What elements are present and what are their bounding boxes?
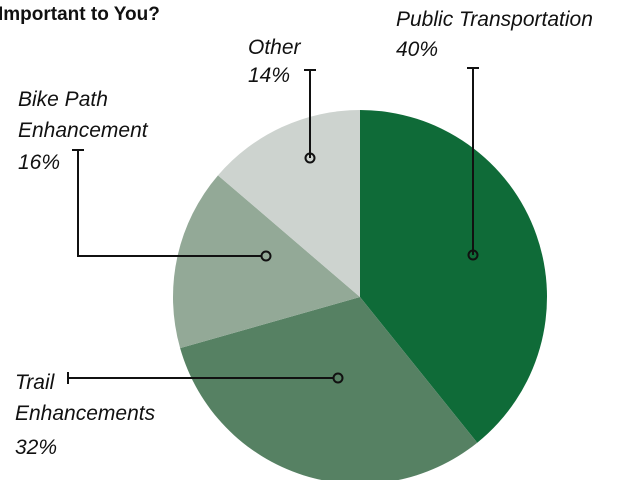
leader-dot: [332, 372, 344, 384]
pie-slice: [173, 175, 360, 349]
leader-line: [72, 149, 262, 257]
slice-value-label: 40%: [396, 38, 439, 61]
pie-slice: [360, 110, 547, 443]
slice-value-label: 16%: [18, 151, 61, 174]
leader-dot: [304, 152, 316, 164]
pie: [173, 110, 547, 480]
slice-value-label: 14%: [248, 64, 291, 87]
slice-label: Bike Path Enhancement: [18, 88, 148, 142]
pie-slice: [180, 297, 478, 480]
slice-label: Other: [248, 36, 301, 59]
leader-dot: [467, 249, 479, 261]
leader-line: [467, 67, 479, 255]
leader-lines: [67, 67, 479, 384]
slice-value-label: 32%: [15, 436, 58, 459]
leader-line: [304, 69, 316, 158]
slice-label: Trail Enhancements: [15, 371, 156, 425]
leader-dot: [260, 250, 272, 262]
leader-line: [67, 372, 334, 384]
slice-label: Public Transportation: [396, 8, 593, 31]
pie-slice: [217, 110, 360, 297]
chart-title: Important to You?: [0, 4, 160, 25]
